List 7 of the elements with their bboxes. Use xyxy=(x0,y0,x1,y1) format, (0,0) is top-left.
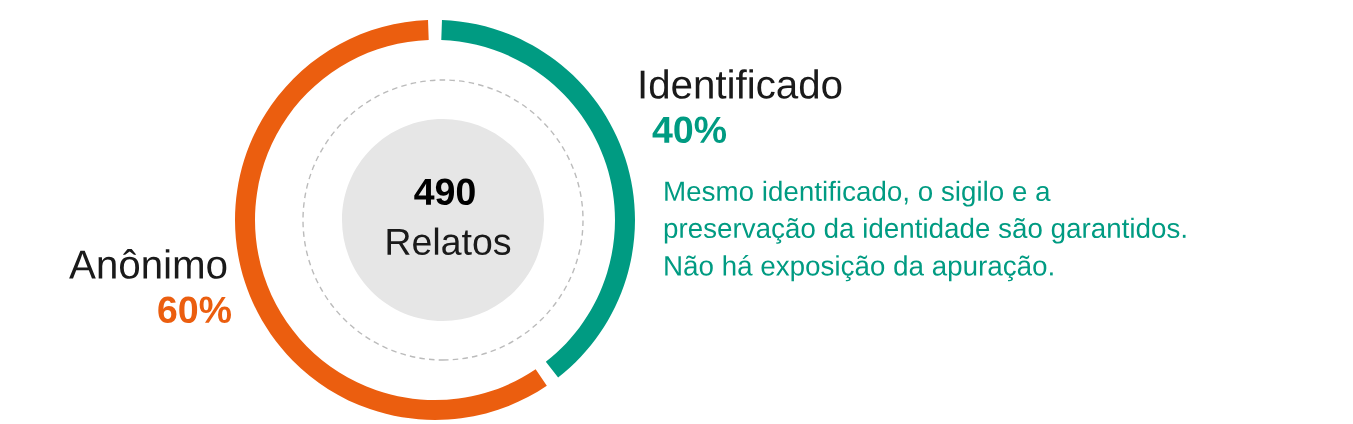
text: Mesmo identificado, o sigilo e a preservação da identidade são garantidos. Não há exposição da apuração. xyxy=(664,180,1186,282)
text: Relatos xyxy=(387,227,511,256)
text: 490 xyxy=(414,178,475,206)
slice-label: Identificado xyxy=(640,69,842,99)
data-label: 40% xyxy=(652,116,727,144)
data-label: 60% xyxy=(158,296,232,324)
slice-label: Anônimo xyxy=(69,249,227,279)
